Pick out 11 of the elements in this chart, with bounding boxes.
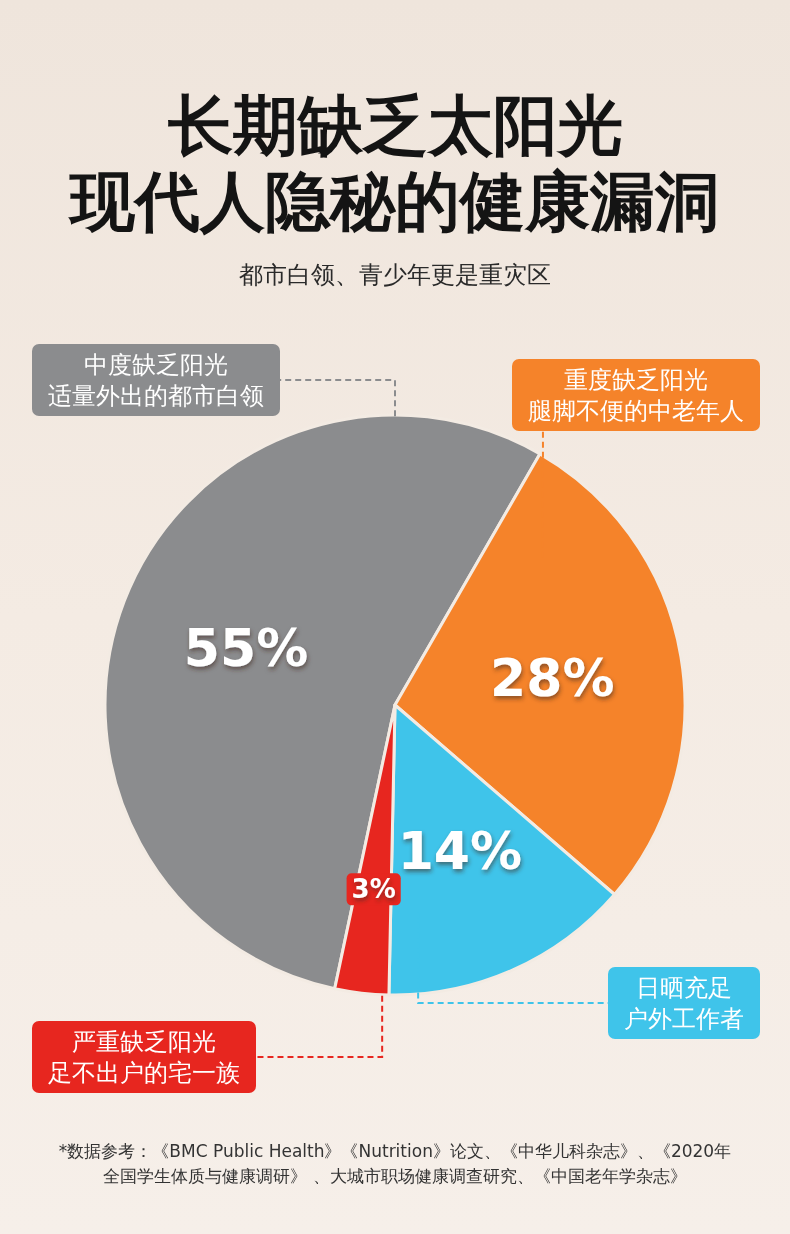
data-label: 3% (351, 874, 396, 905)
chart-title: 长期缺乏太阳光现代人隐秘的健康漏洞 (68, 87, 720, 239)
slice-label: 中度缺乏阳光适量外出的都市白领 (48, 350, 264, 410)
slice-label: 严重缺乏阳光足不出户的宅一族 (48, 1027, 240, 1087)
slice-label: 重度缺乏阳光腿脚不便的中老年人 (528, 365, 744, 425)
slice-label: 日晒充足户外工作者 (624, 973, 744, 1033)
data-label: 28% (490, 648, 615, 709)
data-label: 55% (183, 617, 309, 678)
chart-subtitle: 都市白领、青少年更是重灾区 (239, 261, 551, 289)
data-label: 14% (397, 820, 523, 881)
text: *数据参考：《BMC Public Health》《Nutrition》论文、《中华儿科杂志》、《2020年全国学生体质与健康调研》 、大城市职场健康调查研究、《中国老年学杂志》 (58, 1140, 732, 1186)
